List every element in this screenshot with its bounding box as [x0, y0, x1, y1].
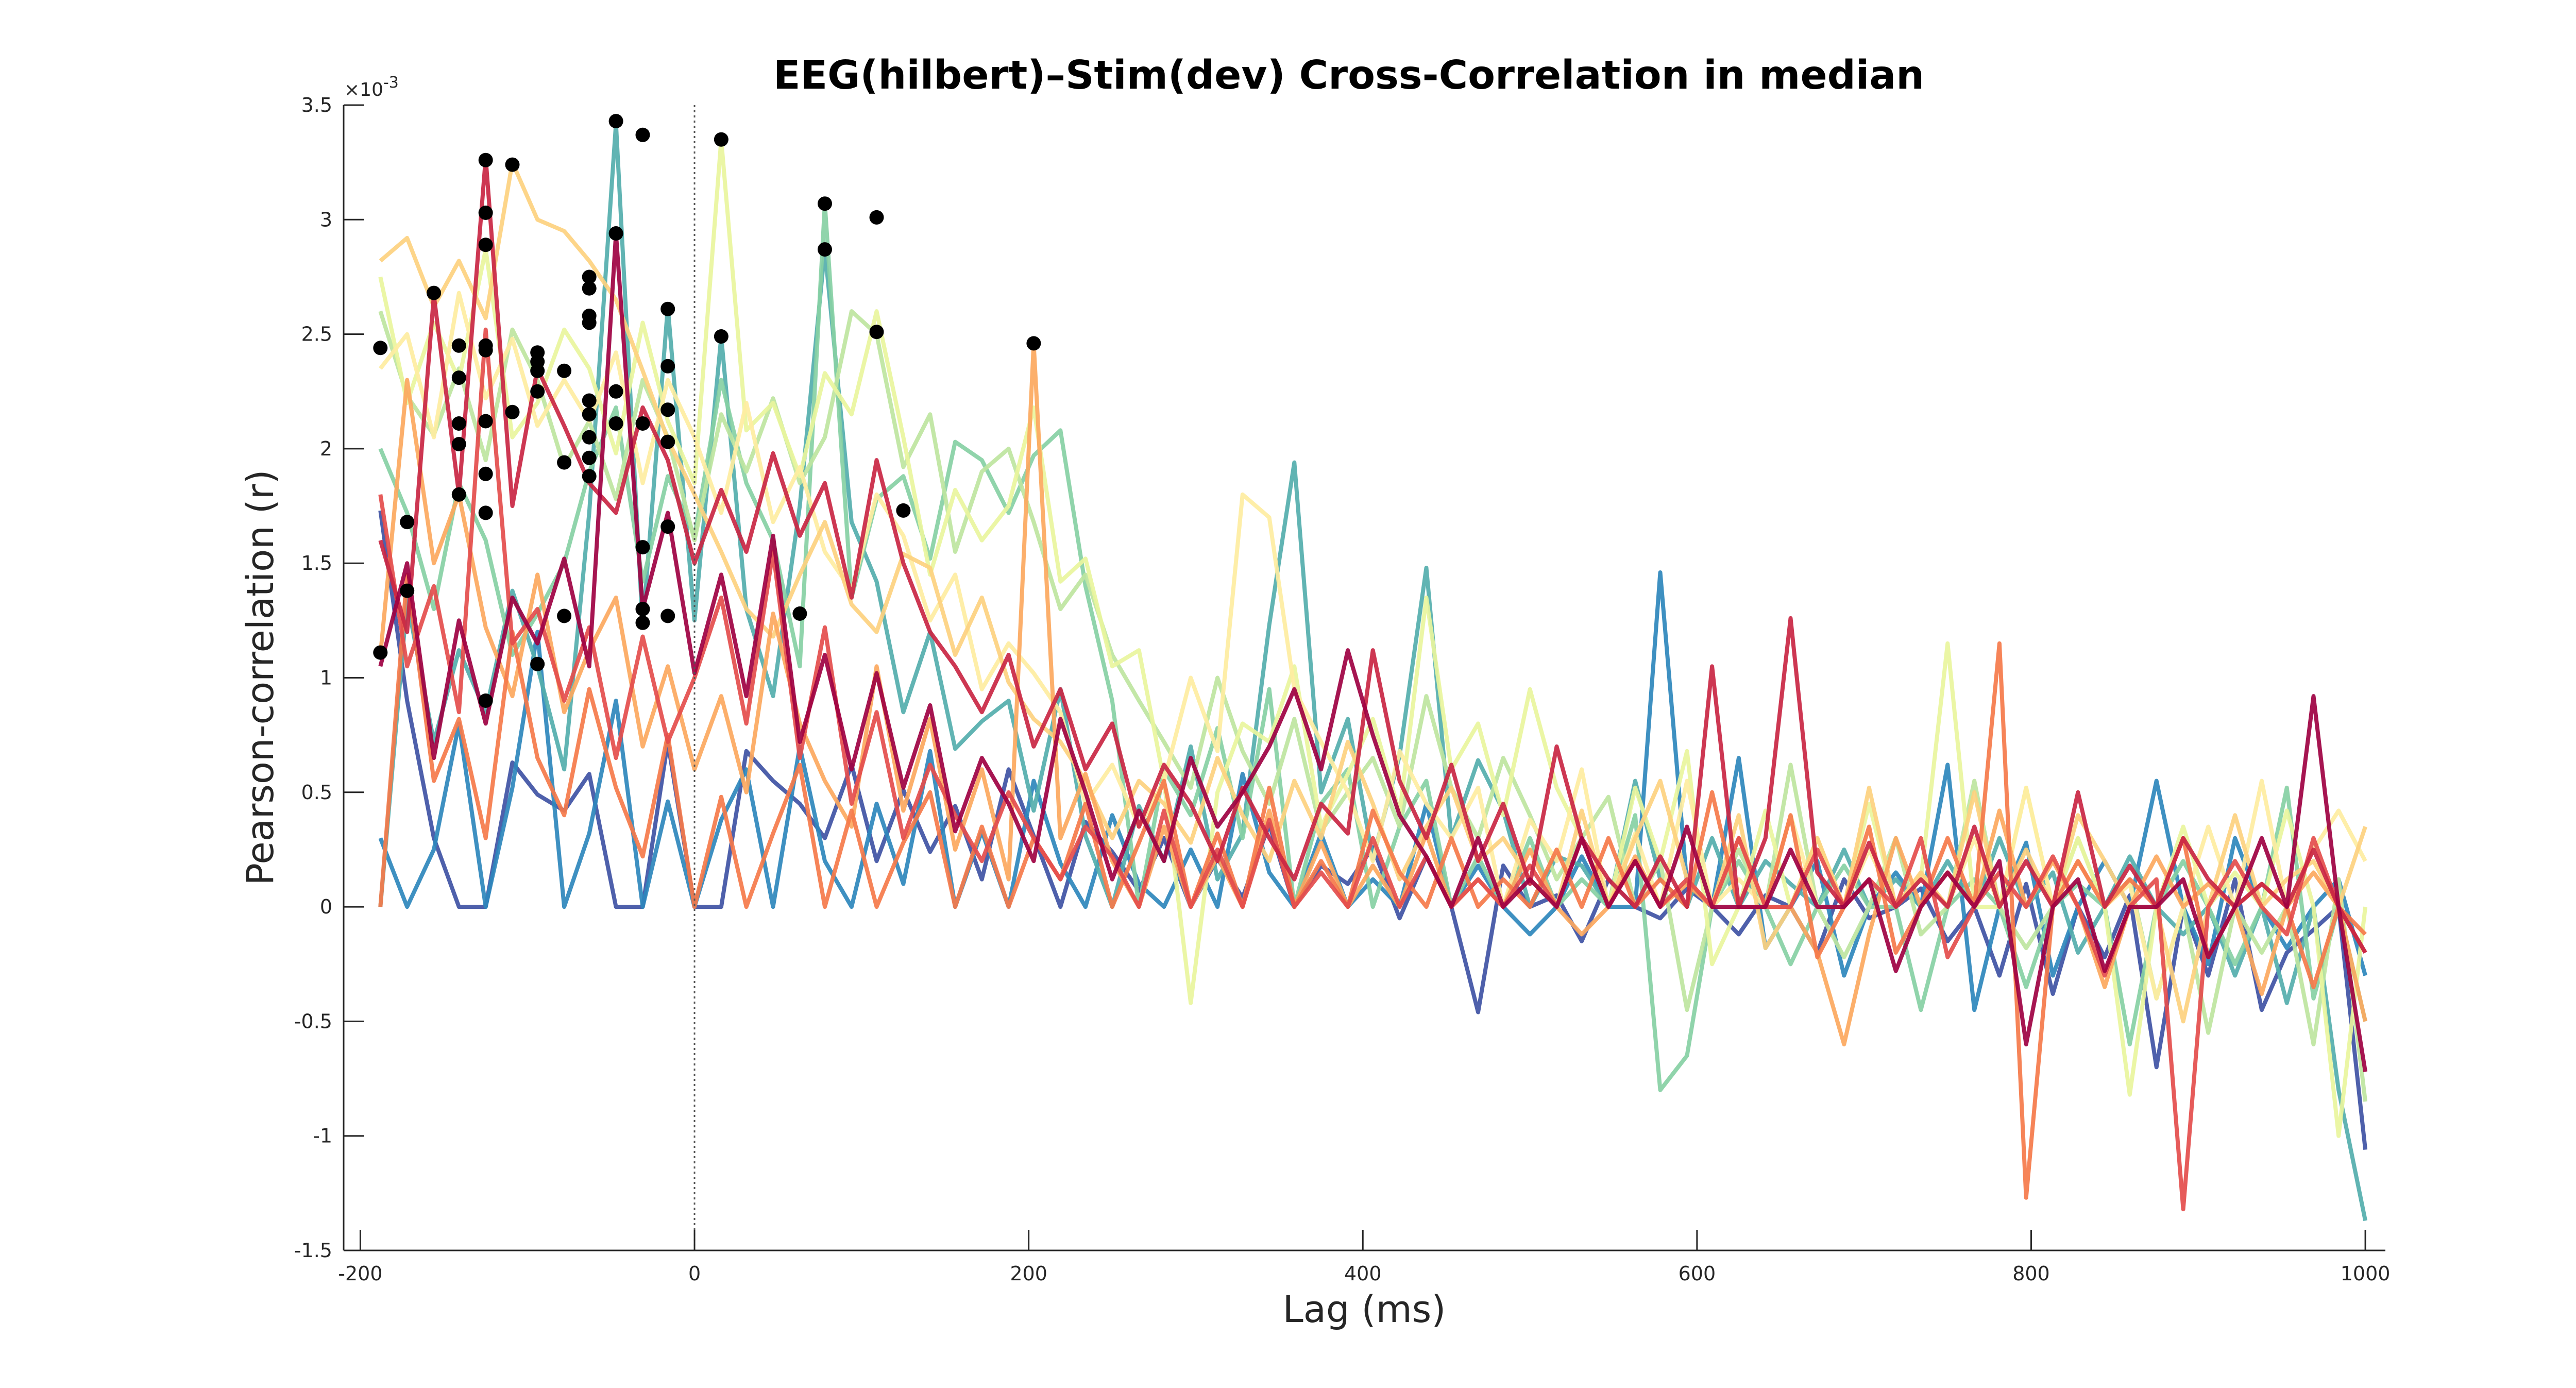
peak-marker	[451, 338, 466, 353]
peak-marker	[557, 363, 572, 378]
x-ticks: -200 0 200 400 600 800 1000	[338, 1230, 2390, 1285]
peak-marker	[660, 608, 675, 623]
peak-marker	[451, 437, 466, 451]
peak-marker	[608, 384, 623, 399]
y-tick-label: -0.5	[294, 1010, 332, 1032]
peak-marker	[660, 359, 675, 374]
y-tick-label: 0	[320, 895, 332, 918]
peak-marker	[373, 645, 388, 660]
peak-markers	[373, 114, 1041, 708]
x-tick-label: 800	[2012, 1262, 2050, 1285]
peak-marker	[869, 325, 884, 340]
peak-marker	[478, 466, 493, 481]
y-exponent-label: ×10-3	[344, 74, 399, 100]
peak-marker	[478, 238, 493, 252]
series-line-4	[378, 201, 2367, 1092]
peak-marker	[582, 407, 597, 422]
y-tick-label: -1	[313, 1125, 332, 1147]
peak-marker	[451, 416, 466, 431]
peak-marker	[582, 269, 597, 284]
chart-title: EEG(hilbert)–Stim(dev) Cross-Correlation…	[773, 53, 1924, 98]
peak-marker	[582, 281, 597, 296]
peak-marker	[714, 329, 728, 344]
plot-background	[344, 105, 2385, 1250]
peak-marker	[608, 114, 623, 129]
peak-marker	[505, 404, 520, 419]
axes: -200 0 200 400 600 800 1000 -1.5 -1 -0.5 0 0.5 1 1.5…	[294, 74, 2391, 1285]
peak-marker	[660, 519, 675, 534]
series-line-10	[378, 572, 2367, 1200]
y-axis-label: Pearson-correlation (r)	[239, 469, 282, 885]
peak-marker	[792, 606, 807, 621]
x-tick-label: 400	[1344, 1262, 1382, 1285]
peak-marker	[400, 515, 415, 530]
peak-marker	[635, 416, 650, 431]
peak-marker	[896, 503, 911, 518]
y-exponent-base: ×10	[344, 79, 383, 100]
peak-marker	[557, 455, 572, 470]
x-tick-label: 0	[688, 1262, 701, 1285]
y-tick-label: 2	[320, 437, 332, 460]
peak-marker	[635, 540, 650, 555]
peak-marker	[582, 315, 597, 330]
peak-marker	[660, 301, 675, 316]
peak-marker	[582, 469, 597, 484]
x-tick-label: -200	[338, 1262, 382, 1285]
peak-marker	[635, 127, 650, 142]
peak-marker	[582, 393, 597, 408]
y-tick-label: 1	[320, 667, 332, 689]
series-line-12	[378, 156, 2367, 954]
peak-marker	[478, 414, 493, 429]
plot-area	[344, 105, 2385, 1250]
peak-marker	[1026, 336, 1041, 351]
y-tick-label: 1.5	[301, 552, 332, 574]
peak-marker	[714, 132, 728, 147]
series-line-5	[378, 309, 2368, 1102]
y-tick-label: 0.5	[301, 781, 332, 804]
peak-marker	[530, 656, 545, 671]
y-tick-label: 2.5	[301, 323, 332, 346]
series-layer	[378, 121, 2368, 1222]
peak-marker	[427, 285, 442, 300]
y-tick-label: 3.5	[301, 94, 332, 116]
peak-marker	[582, 430, 597, 445]
peak-marker	[451, 370, 466, 385]
peak-marker	[478, 505, 493, 520]
series-line-11	[378, 327, 2367, 1211]
peak-marker	[635, 615, 650, 630]
peak-marker	[373, 341, 388, 356]
x-tick-label: 1000	[2341, 1262, 2391, 1285]
peak-marker	[530, 384, 545, 399]
series-line-7	[379, 291, 2367, 1001]
peak-marker	[530, 363, 545, 378]
peak-marker	[400, 583, 415, 598]
peak-marker	[478, 343, 493, 358]
peak-marker	[608, 226, 623, 241]
peak-marker	[660, 434, 675, 449]
peak-marker	[582, 450, 597, 465]
peak-marker	[635, 602, 650, 617]
y-exponent-power: -3	[383, 74, 399, 92]
series-line-8	[379, 160, 2367, 1024]
y-tick-label: -1.5	[294, 1239, 332, 1262]
peak-marker	[818, 196, 832, 211]
peak-marker	[451, 487, 466, 502]
peak-marker	[478, 206, 493, 220]
y-tick-label: 3	[320, 208, 332, 231]
x-tick-label: 200	[1010, 1262, 1047, 1285]
peak-marker	[557, 608, 572, 623]
peak-marker	[478, 693, 493, 708]
peak-marker	[505, 157, 520, 172]
peak-marker	[478, 153, 493, 167]
peak-marker	[818, 242, 832, 257]
peak-marker	[869, 210, 884, 225]
series-line-13	[378, 231, 2368, 1072]
y-ticks: -1.5 -1 -0.5 0 0.5 1 1.5 2 2.5 3 3.5	[294, 94, 364, 1262]
x-axis-label: Lag (ms)	[1283, 1288, 1446, 1331]
x-tick-label: 600	[1679, 1262, 1716, 1285]
peak-marker	[608, 416, 623, 431]
peak-marker	[660, 402, 675, 417]
